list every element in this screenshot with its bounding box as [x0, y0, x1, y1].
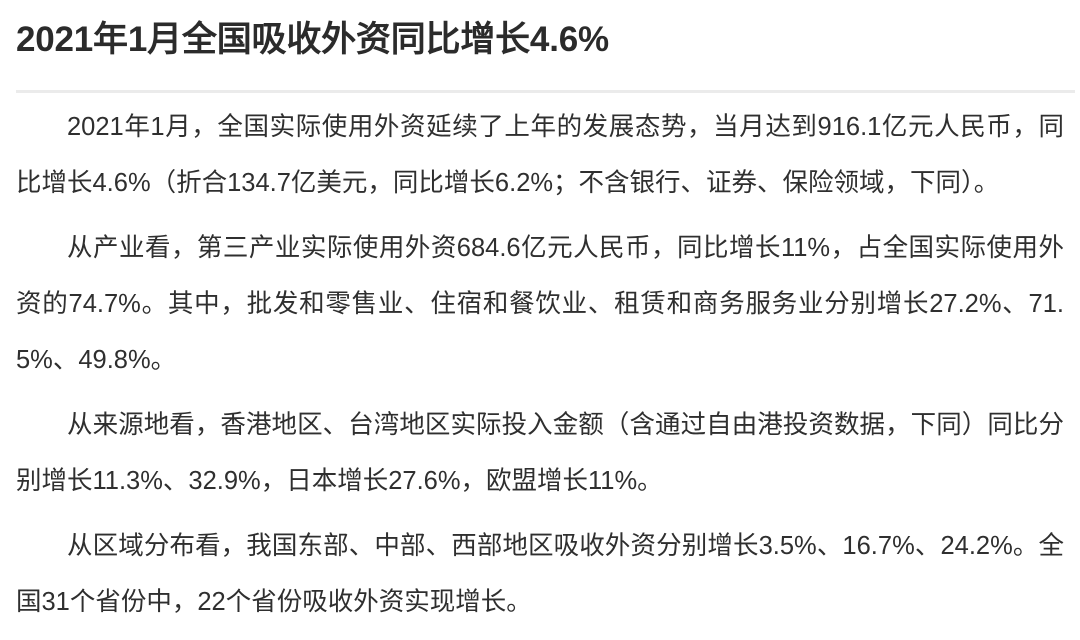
- title-divider: [16, 90, 1075, 93]
- article-paragraph: 2021年1月，全国实际使用外资延续了上年的发展态势，当月达到916.1亿元人民…: [16, 113, 1064, 197]
- article-paragraph: 从来源地看，香港地区、台湾地区实际投入金额（含通过自由港投资数据，下同）同比分别…: [16, 411, 1064, 495]
- article-body: 2021年1月，全国实际使用外资延续了上年的发展态势，当月达到916.1亿元人民…: [0, 99, 1080, 630]
- page-title: 2021年1月全国吸收外资同比增长4.6%: [16, 20, 609, 59]
- article-paragraph: 从产业看，第三产业实际使用外资684.6亿元人民币，同比增长11%，占全国实际使…: [16, 234, 1064, 374]
- article-header: 2021年1月全国吸收外资同比增长4.6%: [0, 0, 1080, 93]
- article-paragraph: 从区域分布看，我国东部、中部、西部地区吸收外资分别增长3.5%、16.7%、24…: [16, 532, 1064, 616]
